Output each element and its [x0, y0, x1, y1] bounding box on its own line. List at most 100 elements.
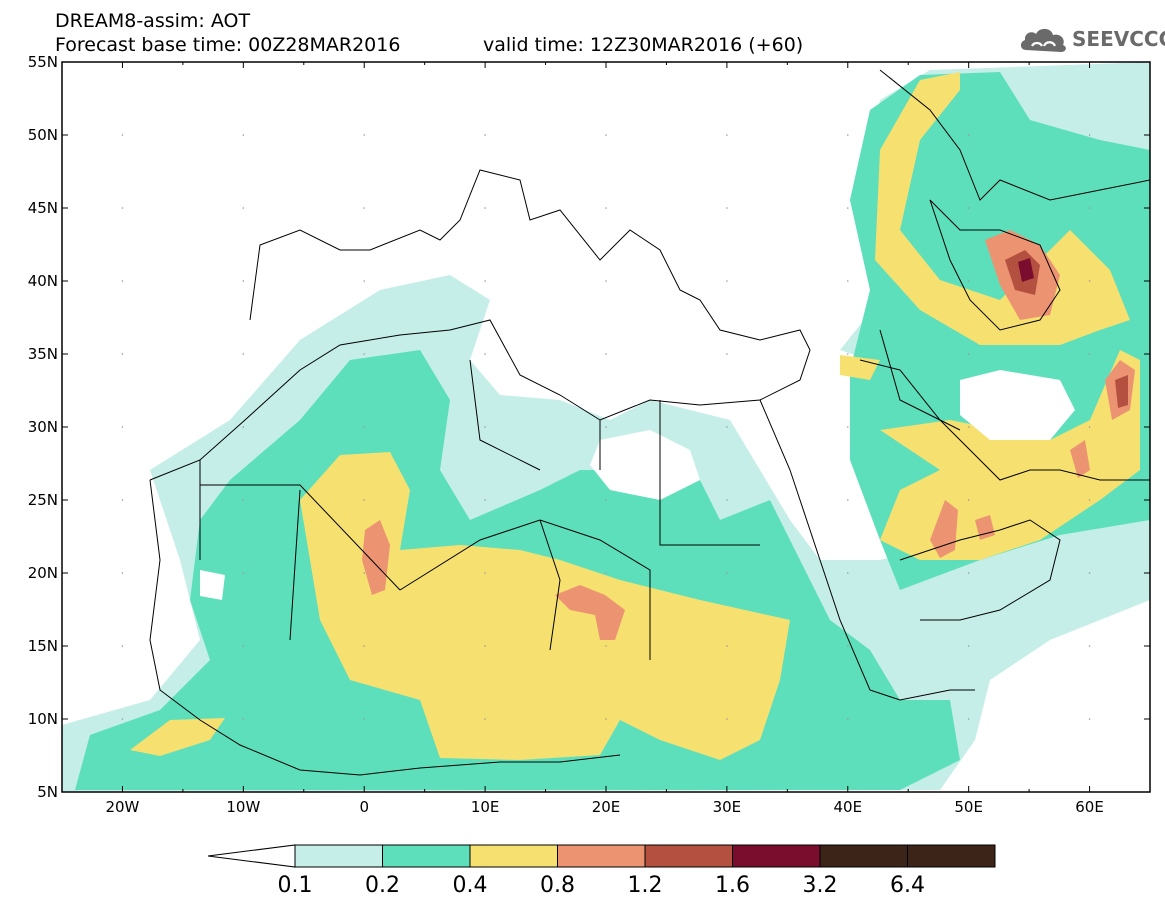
grid-dot: [1088, 499, 1091, 501]
lon-label: 50E: [954, 798, 983, 816]
colorbar-box: [819, 844, 908, 868]
grid-dot: [363, 645, 366, 647]
lat-label: 10N: [28, 710, 58, 728]
lat-label: 50N: [28, 126, 58, 144]
grid-dot: [484, 134, 486, 136]
grid-dot: [484, 353, 486, 355]
grid-dot: [484, 718, 486, 720]
grid-dot: [242, 280, 245, 282]
grid-dot: [1088, 280, 1091, 282]
grid-dot: [605, 280, 607, 282]
grid-dot: [242, 134, 245, 136]
grid-dot: [726, 134, 728, 136]
grid-dot: [726, 426, 728, 428]
grid-dot: [846, 718, 849, 720]
longitude-labels: 20W 10W 0 10E 20E 30E 40E 50E 60E: [105, 798, 1103, 816]
lon-label: 0: [359, 798, 369, 816]
grid-dot: [726, 353, 728, 355]
grid-dot: [967, 426, 970, 428]
colorbar-level-label: 1.2: [628, 873, 663, 898]
grid-dot: [242, 645, 245, 647]
grid-dot: [121, 645, 124, 647]
colorbar-box: [557, 844, 646, 868]
grid-dot: [846, 499, 849, 501]
grid-dot: [1088, 718, 1091, 720]
grid-dot: [363, 134, 366, 136]
grid-dot: [242, 426, 245, 428]
grid-dot: [121, 353, 124, 355]
lat-label: 35N: [28, 345, 58, 363]
grid-dot: [726, 207, 728, 209]
lon-label: 40E: [833, 798, 862, 816]
lon-label: 20W: [105, 798, 139, 816]
logo-text: SEEVCCC: [1072, 27, 1165, 51]
colorbar-level-label: 6.4: [890, 873, 925, 898]
grid-dot: [484, 280, 486, 282]
grid-dot: [121, 572, 124, 574]
colorbar-box: [907, 844, 996, 868]
lat-label: 40N: [28, 272, 58, 290]
lat-label: 55N: [28, 53, 58, 71]
grid-dot: [967, 134, 970, 136]
grid-dot: [605, 645, 607, 647]
grid-dot: [242, 718, 245, 720]
grid-dot: [121, 280, 124, 282]
grid-dot: [363, 207, 366, 209]
grid-dot: [967, 645, 970, 647]
grid-dot: [1088, 572, 1091, 574]
grid-dot: [846, 207, 849, 209]
grid-dot: [363, 353, 366, 355]
grid-dot: [605, 426, 607, 428]
colorbar-level-label: 0.8: [540, 873, 575, 898]
grid-dot: [1088, 134, 1091, 136]
grid-dot: [242, 499, 245, 501]
colorbar-low-arrow: [207, 844, 296, 868]
grid-dot: [242, 572, 245, 574]
grid-dot: [605, 572, 607, 574]
lat-label: 25N: [28, 491, 58, 509]
axis-ticks: [61, 61, 1151, 793]
grid-dot: [846, 426, 849, 428]
colorbar-level-label: 1.6: [715, 873, 750, 898]
grid-dot: [484, 207, 486, 209]
grid-dot: [363, 426, 366, 428]
lat-label: 20N: [28, 564, 58, 582]
lon-label: 10E: [471, 798, 500, 816]
grid-dot: [726, 280, 728, 282]
grid-dot: [605, 718, 607, 720]
colorbar-box: [732, 844, 821, 868]
grid-dot: [846, 353, 849, 355]
lon-label: 20E: [592, 798, 621, 816]
grid-dot: [726, 718, 728, 720]
lat-label: 5N: [37, 783, 58, 801]
aot-fields: [62, 62, 1150, 792]
grid-dot: [484, 426, 486, 428]
grid-dot: [726, 499, 728, 501]
grid-dot: [1088, 645, 1091, 647]
grid-dot: [363, 499, 366, 501]
valid-time: valid time: 12Z30MAR2016 (+60): [483, 34, 804, 56]
colorbar-boxes: [207, 844, 996, 868]
cloud-icon: [1020, 28, 1066, 52]
grid-dot: [846, 280, 849, 282]
grid-dot: [484, 645, 486, 647]
seevccc-logo: SEEVCCC: [1018, 24, 1165, 56]
colorbar-box: [469, 844, 558, 868]
grid-dot: [363, 572, 366, 574]
forecast-base-time: Forecast base time: 00Z28MAR2016: [55, 34, 401, 56]
grid-dot: [967, 207, 970, 209]
grid-dot: [967, 572, 970, 574]
grid-dot: [1088, 353, 1091, 355]
grid-dot: [846, 134, 849, 136]
grid-dot: [605, 353, 607, 355]
grid-dot: [846, 645, 849, 647]
grid-dot: [121, 426, 124, 428]
latitude-labels: 55N 50N 45N 40N 35N 30N 25N 20N 15N 10N 5N: [28, 53, 58, 801]
grid-dot: [967, 353, 970, 355]
colorbar-level-label: 0.4: [453, 873, 488, 898]
lat-label: 30N: [28, 418, 58, 436]
grid-dot: [605, 207, 607, 209]
colorbar-level-label: 0.2: [365, 873, 400, 898]
